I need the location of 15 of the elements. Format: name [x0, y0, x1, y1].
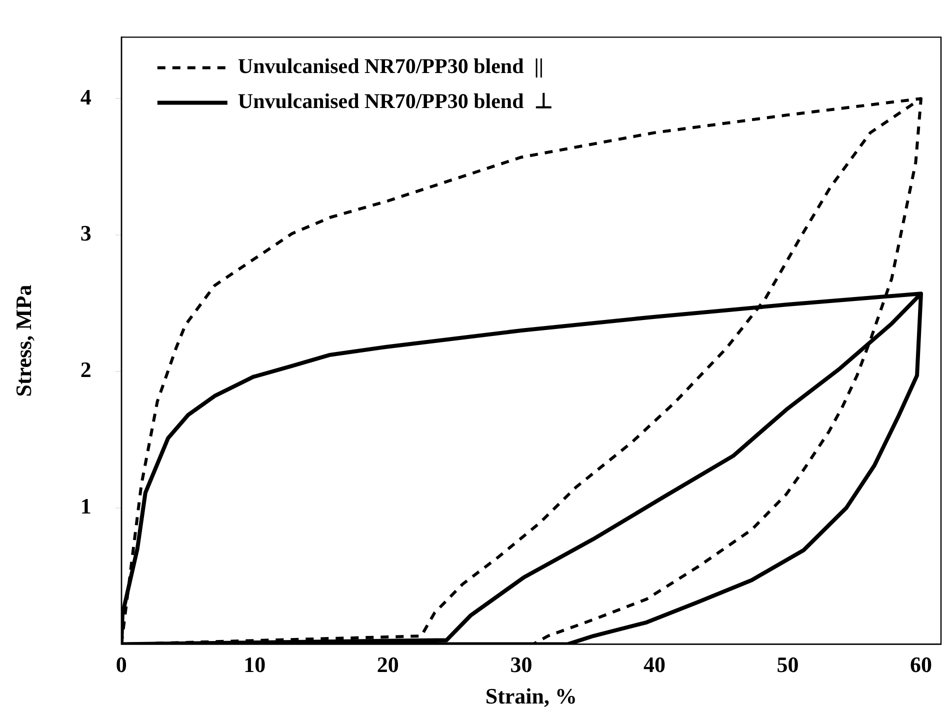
x-tick-label: 0 [116, 652, 127, 678]
x-tick-label: 20 [376, 652, 399, 678]
y-axis-title: Stress, MPa [10, 284, 36, 397]
legend-label: Unvulcanised NR70/PP30 blend ⊥ [238, 89, 552, 114]
x-tick-label: 40 [643, 652, 666, 678]
x-tick-label: 10 [244, 652, 266, 678]
legend-label: Unvulcanised NR70/PP30 blend || [238, 54, 544, 78]
x-tick-label: 30 [510, 652, 532, 678]
y-tick-label: 1 [80, 493, 92, 518]
x-axis-title: Strain, % [485, 683, 578, 708]
x-tick-label: 60 [910, 652, 932, 678]
y-tick-label: 3 [80, 220, 92, 246]
y-tick-label: 4 [80, 84, 92, 110]
y-tick-label: 2 [80, 357, 92, 382]
x-tick-label: 50 [776, 652, 799, 678]
